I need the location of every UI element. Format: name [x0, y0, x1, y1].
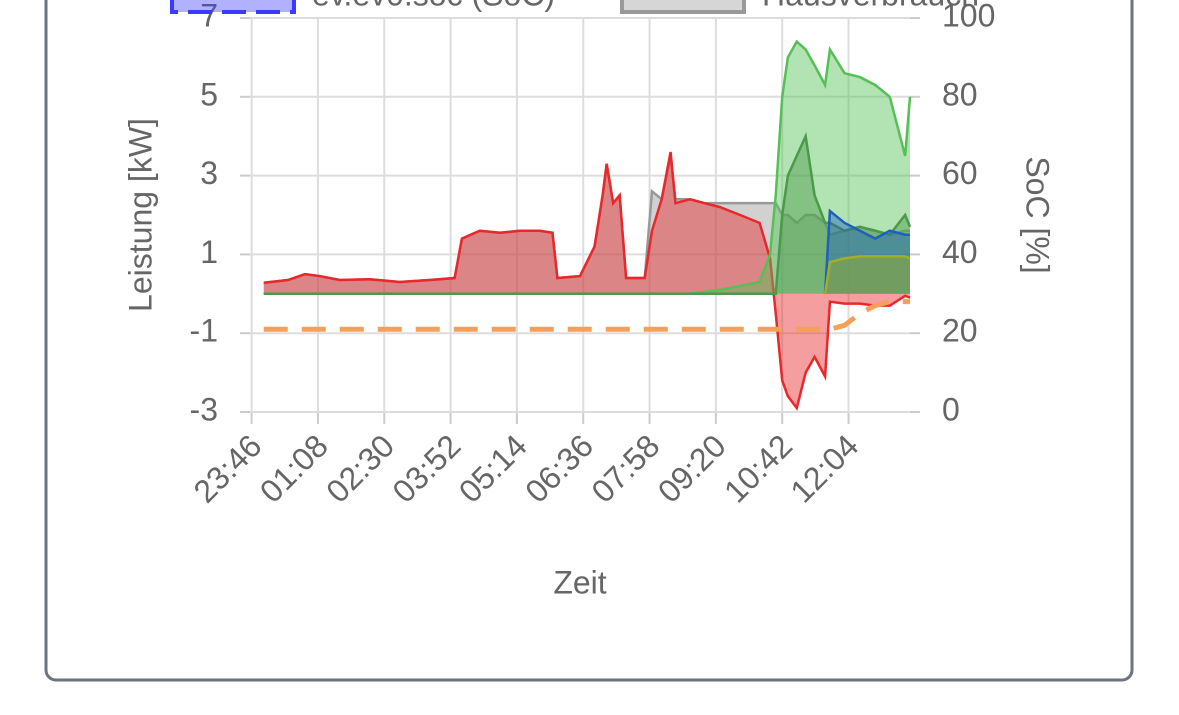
- x-axis-title: Zeit: [553, 564, 606, 600]
- legend-swatch: [170, 0, 296, 14]
- y-tick-label: 7: [200, 0, 218, 33]
- y-tick-label: -1: [190, 313, 218, 349]
- area-fill: [263, 155, 910, 294]
- y-tick-label: 1: [200, 234, 218, 270]
- y2-tick-label: 60: [942, 155, 978, 191]
- y-axis-title: Leistung [kW]: [122, 118, 158, 312]
- y-tick-label: -3: [190, 391, 218, 427]
- y-tick-label: 5: [200, 76, 218, 112]
- y2-axis-title: SoC [%]: [1020, 156, 1056, 273]
- legend-label: ev.ev0.soc (SoC): [312, 0, 555, 12]
- series-line: [823, 255, 911, 294]
- series-line: [263, 151, 911, 411]
- y-tick-label: 3: [200, 155, 218, 191]
- area-fill: [263, 151, 910, 409]
- y2-tick-label: 20: [942, 313, 978, 349]
- legend-swatch: [620, 0, 746, 14]
- y2-tick-label: 40: [942, 234, 978, 270]
- legend-label: Hausverbrauch: [762, 0, 979, 12]
- area-fill: [263, 136, 910, 294]
- y2-tick-label: 80: [942, 76, 978, 112]
- area-fill: [825, 256, 910, 294]
- y2-tick-label: 0: [942, 391, 960, 427]
- series-line: [823, 208, 910, 294]
- series-line: [263, 299, 910, 332]
- area-fill: [263, 41, 910, 294]
- series-line: [263, 131, 912, 296]
- y2-tick-label: 100: [942, 0, 995, 33]
